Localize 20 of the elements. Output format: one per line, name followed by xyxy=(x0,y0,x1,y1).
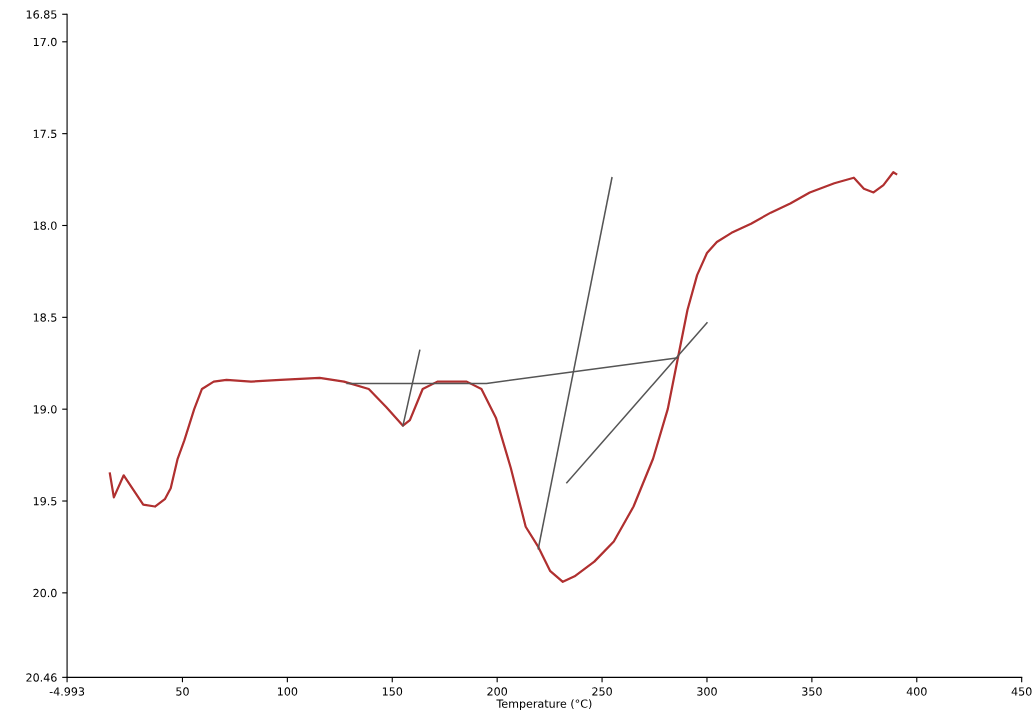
x-tick-label: 300 xyxy=(697,687,717,696)
y-tick-label: 20.46 xyxy=(26,673,57,682)
x-axis-title: Temperature (°C) xyxy=(496,699,592,710)
x-tick-label: 50 xyxy=(176,687,189,696)
y-tick-label: 16.85 xyxy=(26,10,57,19)
x-tick-label: 250 xyxy=(592,687,612,696)
x-tick-label: 450 xyxy=(1011,687,1032,696)
x-tick-label: 350 xyxy=(802,687,822,696)
x-tick-label: 150 xyxy=(382,687,403,696)
y-tick-label: 19.0 xyxy=(33,405,57,414)
y-tick-label: 17.5 xyxy=(33,129,57,139)
y-tick-label: 18.0 xyxy=(33,221,57,230)
x-tick-label: 400 xyxy=(906,687,927,696)
y-tick-label: 18.5 xyxy=(33,313,57,322)
x-tick-label: 200 xyxy=(487,687,508,696)
x-tick-label: -4.993 xyxy=(49,687,85,696)
y-tick-label: 19.5 xyxy=(33,496,57,506)
y-tick-label: 20.0 xyxy=(33,588,57,598)
y-tick-label: 17.0 xyxy=(33,37,57,47)
x-tick-label: 100 xyxy=(277,687,298,696)
